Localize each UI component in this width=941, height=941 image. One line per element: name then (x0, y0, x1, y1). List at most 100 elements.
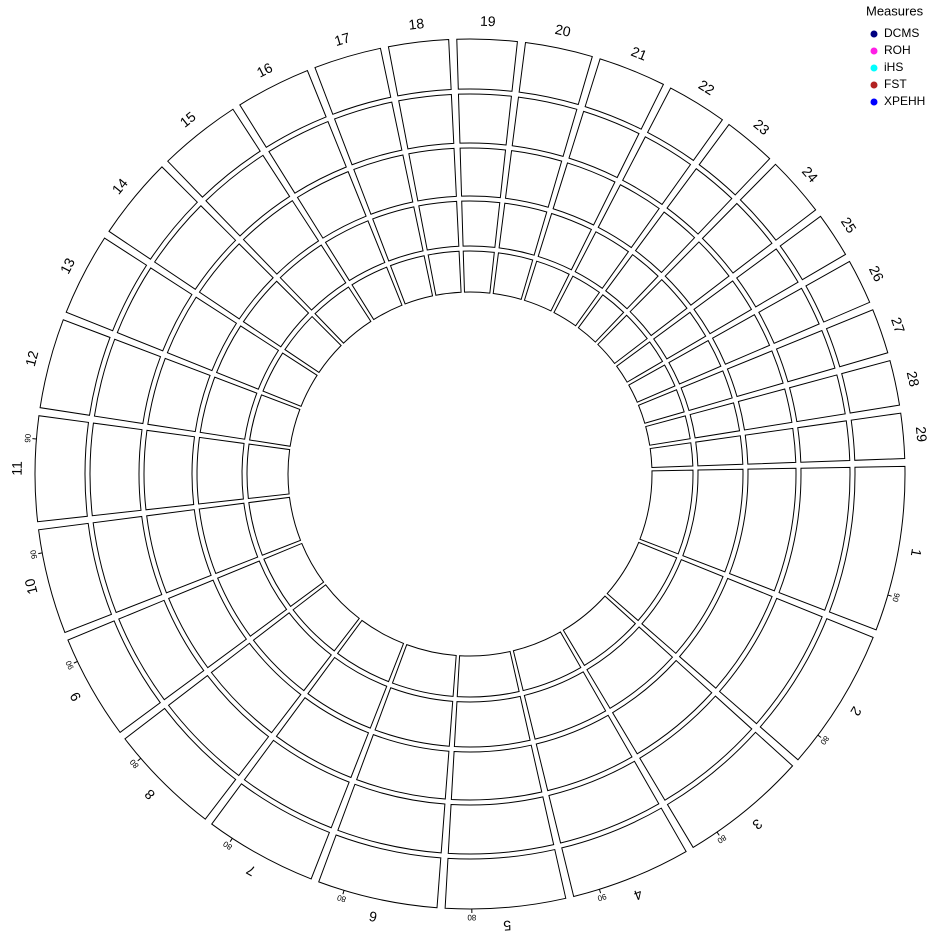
sector-cell (284, 315, 342, 374)
chromosome-label: 3 (749, 816, 765, 833)
sector-cell (408, 147, 457, 202)
sector-cell (689, 402, 741, 439)
sector-cell (622, 136, 692, 206)
sector-cell (210, 642, 302, 734)
sector-cell (841, 359, 901, 414)
sector-cell (664, 241, 730, 306)
sector-cell (646, 87, 724, 162)
sector-cell (666, 167, 733, 235)
sector-cell (775, 329, 836, 383)
sector-cell (605, 253, 659, 310)
sector-cell (118, 599, 205, 701)
sector-cell (374, 687, 454, 747)
sector-tick-label: 80 (818, 734, 831, 747)
sector-cell (324, 220, 386, 282)
sector-cell (92, 515, 163, 614)
sector-tick (342, 890, 345, 895)
chromosome-label: 28 (904, 370, 923, 389)
chromosome-label: 20 (554, 21, 573, 40)
sector-cell (535, 714, 633, 792)
sector-cell (143, 429, 196, 511)
sector-cell (739, 163, 817, 241)
sector-cell (353, 154, 414, 215)
sector-tick (38, 552, 43, 555)
sector-cell (246, 443, 291, 500)
sector-cell (577, 294, 625, 343)
chromosome-label: 9 (66, 689, 84, 704)
chromosome-label: 11 (9, 461, 25, 476)
sector-cell (153, 205, 237, 291)
sector-cell (718, 597, 823, 725)
sector-cell (249, 394, 301, 447)
legend-title: Measures (866, 3, 924, 18)
chromosome-label: 27 (888, 315, 908, 335)
sector-cell (693, 280, 753, 335)
sector-cell (778, 466, 851, 611)
sector-cell (453, 695, 531, 748)
sector-cell (124, 707, 237, 820)
sector-cell (645, 415, 691, 446)
sector-cell (275, 697, 370, 779)
sector-tick (598, 889, 602, 894)
sector-cell (711, 314, 771, 365)
chromosome-label: 4 (631, 886, 644, 904)
sector-cell (336, 619, 405, 683)
sector-cell (779, 215, 847, 281)
chromosome-label: 10 (21, 577, 40, 596)
sector-cell (39, 319, 111, 416)
sector-cell (492, 252, 534, 300)
sector-tick (716, 831, 720, 836)
sector-cell (759, 618, 874, 761)
sector-tick-label: 80 (128, 757, 141, 770)
legend-label: FST (884, 77, 907, 91)
sector-cell (498, 202, 548, 256)
sector-cell (199, 376, 258, 440)
sector-cell (649, 442, 694, 469)
sector-cell (584, 58, 665, 130)
chromosome-label: 7 (243, 862, 258, 880)
sector-cell (65, 237, 148, 332)
sector-cell (198, 243, 274, 320)
legend-label: XPEHH (884, 94, 925, 108)
sector-cell (337, 783, 446, 854)
sector-cell (597, 314, 648, 365)
sector-tick (137, 757, 142, 762)
sector-cell (726, 350, 784, 398)
sector-cell (548, 760, 660, 844)
sector-cell (641, 559, 724, 655)
sector-cell (263, 542, 325, 608)
sector-cell (292, 584, 360, 652)
sector-cell (456, 38, 518, 92)
sector-cell (680, 370, 733, 412)
sector-tick-label: 80 (336, 893, 348, 904)
sector-cell (597, 184, 660, 249)
sector-cell (462, 250, 495, 294)
sector-cell (296, 170, 367, 239)
chromosome-label: 18 (408, 15, 426, 33)
sector-cell (242, 199, 320, 275)
sector-cell (262, 352, 318, 407)
sector-cell (372, 206, 424, 262)
sector-cell (167, 108, 261, 198)
chromosome-label: 14 (109, 175, 131, 197)
sector-cell (351, 266, 403, 321)
sector-cell (629, 278, 688, 337)
sector-cell (788, 374, 846, 423)
sector-cell (634, 211, 696, 274)
sector-cell (398, 93, 455, 150)
chromosome-label: 22 (696, 76, 718, 98)
sector-cell (314, 286, 372, 344)
sector-cell (205, 154, 291, 237)
sector-cell (34, 415, 90, 523)
chromosome-label: 19 (480, 13, 496, 30)
sector-cell (805, 260, 871, 323)
sector-cell (147, 357, 211, 433)
sector-cell (116, 267, 193, 352)
sector-cell (574, 231, 630, 290)
sector-cell (252, 612, 332, 692)
sector-cell (38, 522, 113, 634)
sector-cell (93, 338, 162, 425)
sector-cell (387, 38, 452, 97)
sector-cell (606, 541, 678, 622)
sector-cell (518, 41, 593, 106)
